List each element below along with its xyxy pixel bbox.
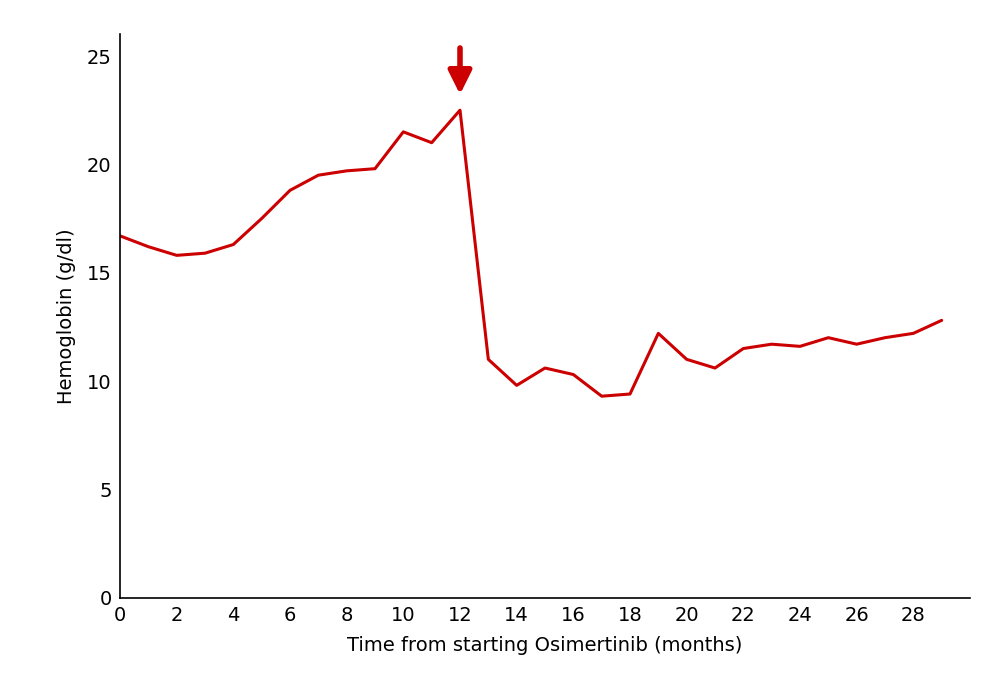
X-axis label: Time from starting Osimertinib (months): Time from starting Osimertinib (months) <box>347 636 743 655</box>
Y-axis label: Hemoglobin (g/dl): Hemoglobin (g/dl) <box>57 228 76 404</box>
